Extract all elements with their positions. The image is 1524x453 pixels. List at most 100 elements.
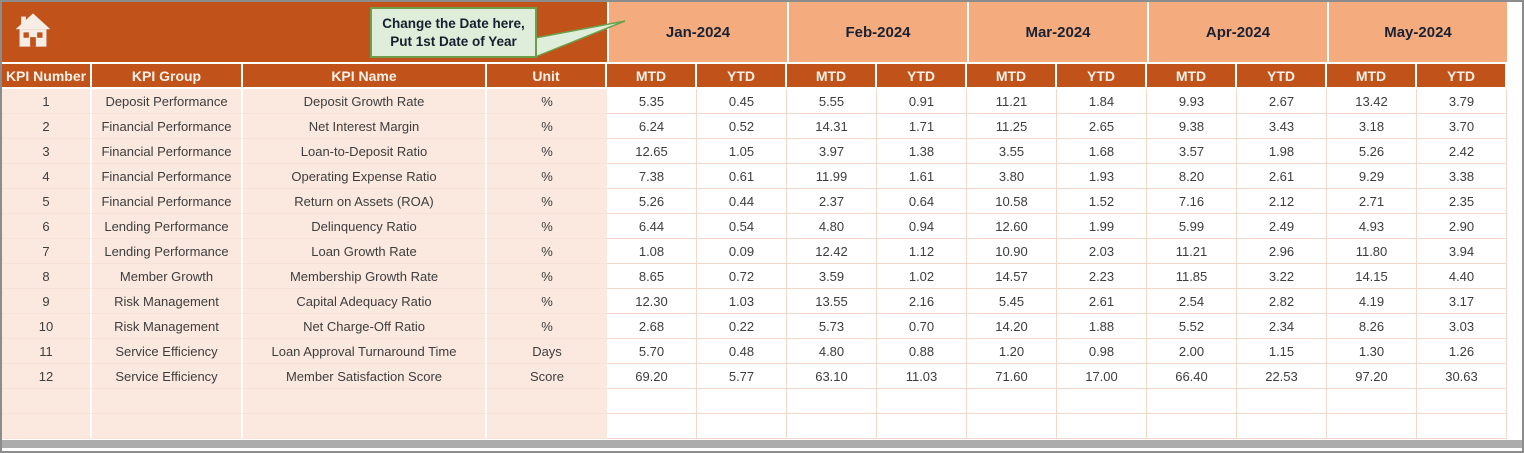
value-cell[interactable]: 3.43 (1237, 114, 1327, 139)
value-cell[interactable]: 1.84 (1057, 89, 1147, 114)
month-header-cell-may-2024[interactable]: May-2024 (1327, 2, 1507, 62)
value-cell[interactable]: 0.91 (877, 89, 967, 114)
value-cell[interactable]: 3.94 (1417, 239, 1507, 264)
value-cell[interactable]: 2.90 (1417, 214, 1507, 239)
unit-cell[interactable] (487, 389, 607, 414)
unit-cell[interactable]: % (487, 164, 607, 189)
value-cell[interactable]: 4.80 (787, 339, 877, 364)
value-cell[interactable]: 1.71 (877, 114, 967, 139)
value-cell[interactable]: 0.94 (877, 214, 967, 239)
value-cell[interactable]: 0.54 (697, 214, 787, 239)
value-cell[interactable]: 14.20 (967, 314, 1057, 339)
kpi-name-cell[interactable]: Delinquency Ratio (243, 214, 487, 239)
value-cell[interactable]: 0.09 (697, 239, 787, 264)
value-cell[interactable]: 9.29 (1327, 164, 1417, 189)
value-cell[interactable]: 0.48 (697, 339, 787, 364)
column-header-kpi-number[interactable]: KPI Number (2, 64, 92, 87)
value-cell[interactable]: 0.72 (697, 264, 787, 289)
kpi-name-cell[interactable]: Return on Assets (ROA) (243, 189, 487, 214)
value-cell[interactable]: 1.99 (1057, 214, 1147, 239)
column-header-mar-2024-ytd[interactable]: YTD (1057, 64, 1147, 87)
value-cell[interactable]: 5.55 (787, 89, 877, 114)
value-cell[interactable]: 10.58 (967, 189, 1057, 214)
value-cell[interactable]: 4.93 (1327, 214, 1417, 239)
column-header-feb-2024-mtd[interactable]: MTD (787, 64, 877, 87)
kpi-group-cell[interactable]: Risk Management (92, 289, 243, 314)
value-cell[interactable]: 0.98 (1057, 339, 1147, 364)
kpi-name-cell[interactable]: Membership Growth Rate (243, 264, 487, 289)
value-cell[interactable]: 0.61 (697, 164, 787, 189)
column-header-apr-2024-ytd[interactable]: YTD (1237, 64, 1327, 87)
value-cell[interactable]: 2.12 (1237, 189, 1327, 214)
value-cell[interactable]: 3.59 (787, 264, 877, 289)
value-cell[interactable]: 11.85 (1147, 264, 1237, 289)
value-cell[interactable]: 11.80 (1327, 239, 1417, 264)
kpi-group-cell[interactable]: Member Growth (92, 264, 243, 289)
value-cell[interactable] (1327, 414, 1417, 439)
value-cell[interactable]: 1.26 (1417, 339, 1507, 364)
value-cell[interactable]: 63.10 (787, 364, 877, 389)
value-cell[interactable]: 0.88 (877, 339, 967, 364)
value-cell[interactable]: 4.19 (1327, 289, 1417, 314)
value-cell[interactable]: 8.26 (1327, 314, 1417, 339)
value-cell[interactable]: 2.35 (1417, 189, 1507, 214)
value-cell[interactable]: 1.03 (697, 289, 787, 314)
value-cell[interactable]: 6.24 (607, 114, 697, 139)
value-cell[interactable]: 3.03 (1417, 314, 1507, 339)
unit-cell[interactable]: Days (487, 339, 607, 364)
month-header-cell-mar-2024[interactable]: Mar-2024 (967, 2, 1147, 62)
kpi-name-cell[interactable] (243, 414, 487, 439)
value-cell[interactable]: 9.38 (1147, 114, 1237, 139)
kpi-number-cell[interactable]: 6 (2, 214, 92, 239)
value-cell[interactable]: 3.79 (1417, 89, 1507, 114)
value-cell[interactable]: 2.37 (787, 189, 877, 214)
value-cell[interactable]: 3.80 (967, 164, 1057, 189)
column-header-kpi-group[interactable]: KPI Group (92, 64, 243, 87)
value-cell[interactable]: 2.65 (1057, 114, 1147, 139)
column-header-jan-2024-ytd[interactable]: YTD (697, 64, 787, 87)
value-cell[interactable]: 12.42 (787, 239, 877, 264)
value-cell[interactable]: 14.57 (967, 264, 1057, 289)
value-cell[interactable] (1057, 389, 1147, 414)
value-cell[interactable]: 3.22 (1237, 264, 1327, 289)
value-cell[interactable]: 11.21 (1147, 239, 1237, 264)
value-cell[interactable]: 11.25 (967, 114, 1057, 139)
value-cell[interactable]: 4.80 (787, 214, 877, 239)
kpi-number-cell[interactable]: 5 (2, 189, 92, 214)
value-cell[interactable] (1417, 414, 1507, 439)
value-cell[interactable]: 1.08 (607, 239, 697, 264)
value-cell[interactable] (967, 389, 1057, 414)
value-cell[interactable]: 1.38 (877, 139, 967, 164)
kpi-number-cell[interactable]: 11 (2, 339, 92, 364)
value-cell[interactable]: 3.57 (1147, 139, 1237, 164)
unit-cell[interactable] (487, 414, 607, 439)
value-cell[interactable]: 5.73 (787, 314, 877, 339)
value-cell[interactable] (1147, 389, 1237, 414)
value-cell[interactable] (787, 389, 877, 414)
unit-cell[interactable]: Score (487, 364, 607, 389)
kpi-group-cell[interactable] (92, 414, 243, 439)
kpi-group-cell[interactable]: Lending Performance (92, 214, 243, 239)
kpi-name-cell[interactable]: Operating Expense Ratio (243, 164, 487, 189)
kpi-group-cell[interactable]: Service Efficiency (92, 364, 243, 389)
value-cell[interactable]: 3.18 (1327, 114, 1417, 139)
value-cell[interactable]: 2.96 (1237, 239, 1327, 264)
value-cell[interactable]: 1.02 (877, 264, 967, 289)
value-cell[interactable]: 0.45 (697, 89, 787, 114)
value-cell[interactable]: 1.20 (967, 339, 1057, 364)
value-cell[interactable]: 9.93 (1147, 89, 1237, 114)
kpi-group-cell[interactable]: Deposit Performance (92, 89, 243, 114)
value-cell[interactable] (1417, 389, 1507, 414)
kpi-number-cell[interactable]: 12 (2, 364, 92, 389)
value-cell[interactable] (877, 389, 967, 414)
value-cell[interactable]: 17.00 (1057, 364, 1147, 389)
value-cell[interactable]: 2.42 (1417, 139, 1507, 164)
value-cell[interactable]: 1.12 (877, 239, 967, 264)
value-cell[interactable]: 1.93 (1057, 164, 1147, 189)
kpi-name-cell[interactable]: Loan-to-Deposit Ratio (243, 139, 487, 164)
value-cell[interactable]: 1.68 (1057, 139, 1147, 164)
unit-cell[interactable]: % (487, 214, 607, 239)
kpi-name-cell[interactable] (243, 389, 487, 414)
value-cell[interactable]: 2.34 (1237, 314, 1327, 339)
value-cell[interactable] (1147, 414, 1237, 439)
